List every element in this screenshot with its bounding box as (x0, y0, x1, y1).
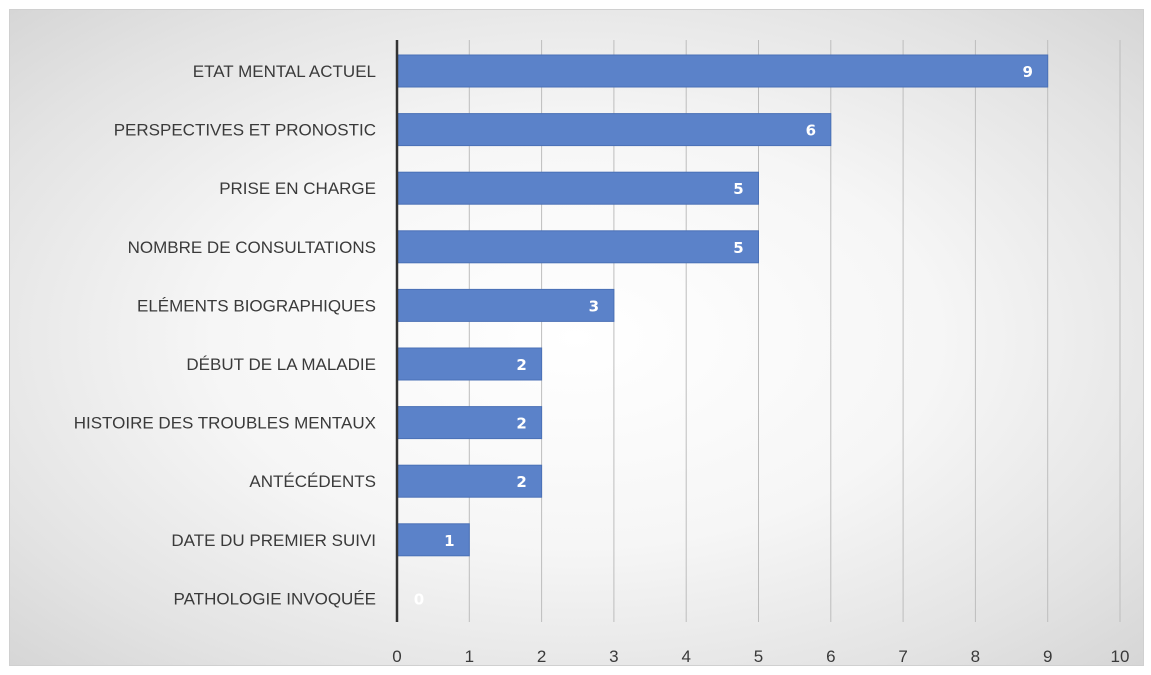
data-label: 9 (1022, 63, 1032, 81)
category-labels: ETAT MENTAL ACTUEL PERSPECTIVES ET PRONOS… (74, 62, 376, 608)
x-tick-label: 4 (681, 647, 690, 666)
data-label: 5 (733, 239, 743, 257)
data-label: 2 (516, 473, 526, 491)
category-label: HISTOIRE DES TROUBLES MENTAUX (74, 414, 376, 433)
category-label: ANTÉCÉDENTS (249, 472, 376, 491)
category-label: ELÉMENTS BIOGRAPHIQUES (137, 296, 376, 315)
x-tick-label: 10 (1111, 647, 1130, 666)
data-label: 2 (516, 356, 526, 374)
data-label: 6 (806, 122, 816, 140)
x-tick-label: 1 (465, 647, 474, 666)
x-tick-label: 8 (971, 647, 980, 666)
data-label: 1 (444, 532, 454, 550)
data-labels: 9 6 5 5 3 2 2 2 1 0 (414, 63, 1033, 608)
x-tick-label: 3 (609, 647, 618, 666)
data-label: 2 (516, 415, 526, 433)
category-label: PRISE EN CHARGE (219, 179, 376, 198)
bar (396, 171, 759, 205)
x-tick-label: 5 (754, 647, 763, 666)
category-label: PATHOLOGIE INVOQUÉE (174, 589, 376, 608)
x-tick-label: 6 (826, 647, 835, 666)
category-label: PERSPECTIVES ET PRONOSTIC (114, 121, 376, 140)
x-tick-labels: 0 1 2 3 4 5 6 7 8 9 10 (392, 647, 1129, 666)
data-label: 0 (414, 590, 424, 608)
bar (396, 523, 470, 557)
category-label: NOMBRE DE CONSULTATIONS (128, 238, 376, 257)
x-tick-label: 7 (898, 647, 907, 666)
bars (396, 54, 1049, 557)
category-label: DATE DU PREMIER SUIVI (171, 531, 376, 550)
data-label: 5 (733, 180, 743, 198)
data-label: 3 (589, 297, 599, 315)
x-tick-label: 0 (392, 647, 401, 666)
category-label: DÉBUT DE LA MALADIE (186, 355, 376, 374)
bar (396, 54, 1049, 88)
x-tick-label: 2 (537, 647, 546, 666)
bar (396, 230, 759, 264)
category-label: ETAT MENTAL ACTUEL (193, 62, 376, 81)
bar (396, 288, 615, 322)
x-tick-label: 9 (1043, 647, 1052, 666)
bar (396, 113, 832, 147)
